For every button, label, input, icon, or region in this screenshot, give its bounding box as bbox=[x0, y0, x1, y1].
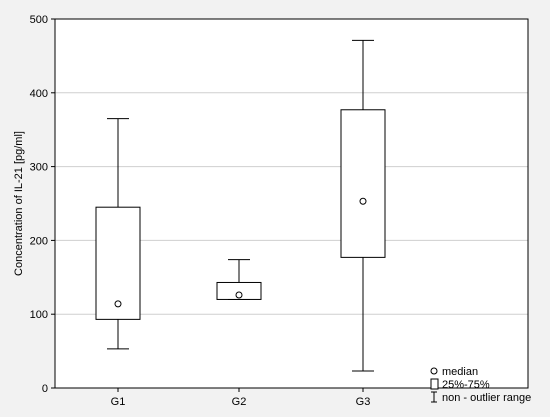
box-group-g1 bbox=[95, 118, 141, 350]
legend-label: non - outlier range bbox=[442, 392, 531, 404]
legend-item-3: non - outlier range bbox=[431, 391, 531, 404]
y-tick-label: 500 bbox=[30, 14, 48, 26]
y-tick-label: 100 bbox=[30, 309, 48, 321]
box-group-g3 bbox=[340, 39, 386, 372]
y-tick-label: 300 bbox=[30, 162, 48, 174]
y-tick-label: 400 bbox=[30, 88, 48, 100]
y-axis-title: Concentration of IL-21 [pg/ml] bbox=[13, 131, 25, 276]
x-tick-label: G2 bbox=[232, 396, 247, 408]
legend-item-1: median bbox=[430, 366, 478, 378]
median-marker bbox=[114, 300, 122, 308]
box-group-g2 bbox=[216, 259, 262, 300]
legend-median-symbol bbox=[430, 367, 438, 375]
box-layer bbox=[95, 39, 386, 372]
y-tick-label: 0 bbox=[42, 383, 48, 395]
plot-frame bbox=[54, 18, 529, 389]
x-tick-label: G3 bbox=[356, 396, 371, 408]
plot-background bbox=[55, 19, 528, 388]
legend-label: 25%-75% bbox=[442, 379, 490, 391]
tick-layer: 0 100 200 300 400 500 G1 G2 G3 bbox=[30, 14, 371, 408]
iqr-box bbox=[340, 109, 386, 258]
y-tick-label: 200 bbox=[30, 235, 48, 247]
iqr-box bbox=[216, 281, 262, 300]
legend-box-symbol bbox=[430, 378, 439, 390]
median-marker bbox=[235, 291, 243, 299]
median-marker bbox=[359, 197, 367, 205]
legend-label: median bbox=[442, 366, 478, 378]
x-tick-label: G1 bbox=[111, 396, 126, 408]
legend-item-2: 25%-75% bbox=[430, 378, 490, 391]
